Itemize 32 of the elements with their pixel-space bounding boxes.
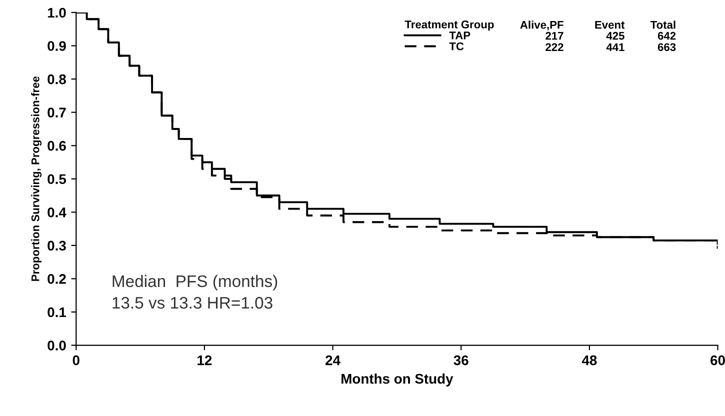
- annotation: 222: [546, 43, 564, 51]
- y-tick-label: 0.9: [48, 41, 66, 51]
- annotation: Alive,PF: [520, 20, 564, 30]
- y-tick-label: 0.4: [48, 207, 66, 218]
- x-tick-label: 12: [198, 355, 212, 366]
- y-tick-label: 0.1: [48, 307, 66, 318]
- y-tick-label: 0.2: [48, 274, 66, 284]
- y-tick-label: 0.3: [48, 240, 66, 251]
- y-axis-title: Proportion Surviving, Progression-free: [31, 76, 42, 281]
- legend-label: TAP: [449, 32, 470, 40]
- annotation: 663: [658, 43, 676, 52]
- x-tick-label: 60: [710, 355, 725, 366]
- legend-label: TC: [449, 42, 464, 50]
- annotation: 217: [546, 32, 564, 40]
- y-tick-label: 0.0: [48, 340, 66, 350]
- x-tick-label: 24: [326, 355, 340, 366]
- annotation: Median PFS (months) 13.5 vs 13.3 HR=1.03: [112, 274, 278, 309]
- annotation: Total: [650, 20, 676, 29]
- annotation: 425: [606, 32, 624, 40]
- x-tick-label: 48: [582, 355, 597, 366]
- annotation: Event: [595, 21, 625, 29]
- y-tick-label: 0.8: [48, 74, 66, 84]
- y-tick-label: 1.0: [48, 8, 66, 18]
- y-tick-label: 0.5: [48, 174, 66, 184]
- legend-title: Treatment Group: [404, 20, 494, 31]
- y-tick-label: 0.6: [48, 140, 66, 151]
- x-tick-label: 36: [454, 355, 468, 366]
- annotation: 441: [606, 43, 624, 51]
- annotation: 642: [658, 32, 676, 40]
- y-tick-label: 0.7: [48, 108, 66, 118]
- x-axis-title: Months on Study: [342, 374, 454, 386]
- x-tick-label: 0: [72, 355, 80, 366]
